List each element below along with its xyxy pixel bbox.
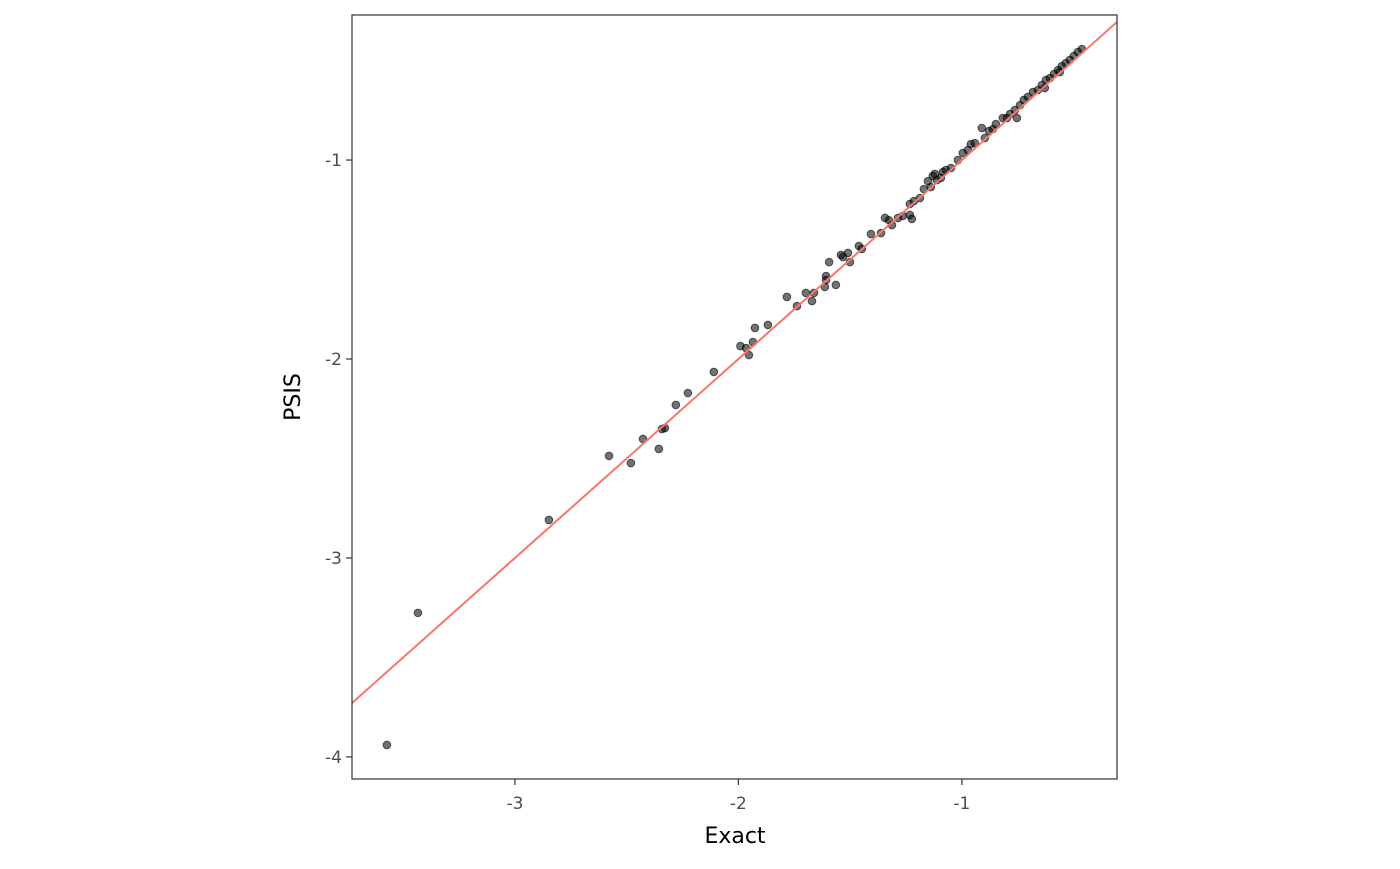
point (671, 400, 681, 410)
point (413, 608, 423, 618)
point (831, 280, 841, 290)
point (866, 229, 876, 239)
point (709, 367, 719, 377)
point (382, 740, 392, 750)
x-tick-label: -2 (730, 794, 747, 814)
point (977, 123, 987, 133)
x-axis-label: Exact (704, 824, 765, 849)
x-tick-label: -3 (506, 794, 523, 814)
y-tick-label: -2 (325, 350, 342, 370)
point (843, 248, 853, 258)
y-tick-label: -1 (325, 151, 342, 171)
point (604, 451, 614, 461)
point (763, 320, 773, 330)
point (970, 138, 980, 148)
y-axis-label: PSIS (281, 373, 306, 421)
panel-border (351, 14, 1118, 780)
point (1040, 83, 1050, 93)
y-tick-label: -4 (325, 748, 342, 768)
point (824, 257, 834, 267)
point (683, 388, 693, 398)
point (654, 444, 664, 454)
point (991, 119, 1001, 129)
point (1012, 113, 1022, 123)
point (750, 323, 760, 333)
reference-line (352, 21, 1117, 704)
point (946, 163, 956, 173)
x-tick-label: -1 (953, 794, 970, 814)
point (782, 292, 792, 302)
point (544, 515, 554, 525)
point (980, 133, 990, 143)
y-tick-label: -3 (325, 549, 342, 569)
point (626, 458, 636, 468)
point (907, 214, 917, 224)
point (807, 296, 817, 306)
point (744, 350, 754, 360)
